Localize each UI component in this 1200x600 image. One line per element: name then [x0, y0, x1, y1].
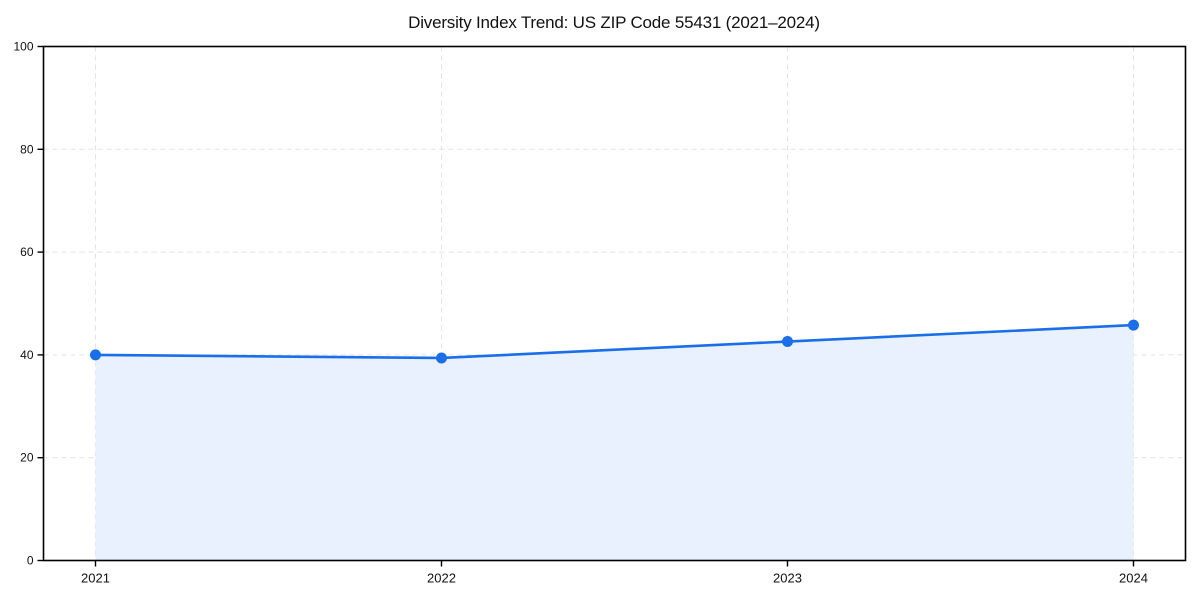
trend-line [94, 323, 1135, 360]
x-tick-label: 2021 [81, 571, 110, 586]
x-tick-label: 2024 [1119, 571, 1148, 586]
area-fill [95, 325, 1134, 561]
y-tick-label: 0 [27, 554, 34, 568]
data-point [1128, 319, 1139, 331]
data-point [90, 349, 101, 361]
y-tick-label: 80 [20, 142, 34, 156]
x-tick-label: 2022 [427, 571, 456, 586]
data-point [782, 336, 793, 348]
y-tick-label: 100 [13, 40, 33, 54]
data-point [436, 352, 447, 364]
y-tick-label: 40 [20, 348, 34, 362]
plot-frame [42, 45, 1187, 562]
chart-title: Diversity Index Trend: US ZIP Code 55431… [408, 13, 820, 32]
y-tick-label: 20 [20, 451, 34, 465]
x-tick-label: 2023 [773, 571, 802, 586]
y-tick-label: 60 [20, 245, 34, 259]
